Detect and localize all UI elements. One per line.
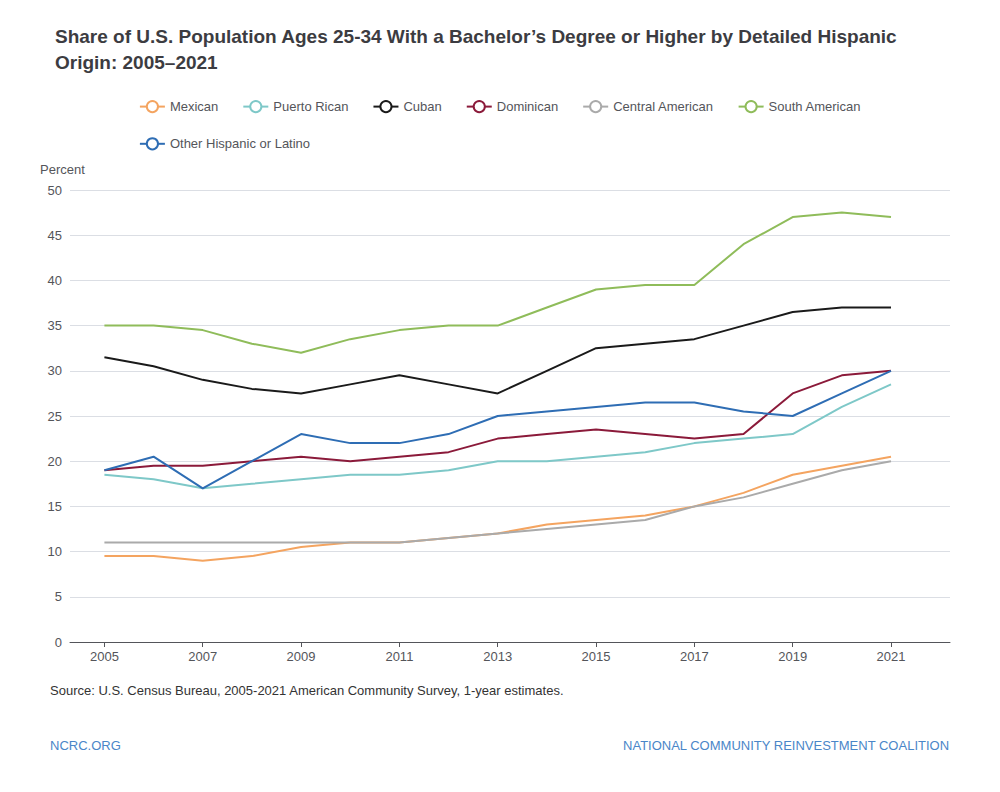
- svg-text:0: 0: [55, 635, 62, 650]
- svg-text:2009: 2009: [287, 649, 316, 664]
- svg-text:Central American: Central American: [613, 99, 713, 114]
- svg-text:40: 40: [48, 273, 62, 288]
- svg-text:South American: South American: [769, 99, 861, 114]
- svg-text:2015: 2015: [582, 649, 611, 664]
- svg-text:NATIONAL COMMUNITY REINVESTMEN: NATIONAL COMMUNITY REINVESTMENT COALITIO…: [623, 738, 949, 753]
- svg-text:Dominican: Dominican: [497, 99, 558, 114]
- svg-text:35: 35: [48, 318, 62, 333]
- svg-text:Other Hispanic or Latino: Other Hispanic or Latino: [170, 136, 310, 151]
- svg-text:20: 20: [48, 454, 62, 469]
- svg-text:2017: 2017: [680, 649, 709, 664]
- svg-text:Source: U.S. Census Bureau, 20: Source: U.S. Census Bureau, 2005-2021 Am…: [50, 683, 564, 698]
- svg-text:2007: 2007: [188, 649, 217, 664]
- svg-text:15: 15: [48, 499, 62, 514]
- svg-text:Cuban: Cuban: [403, 99, 441, 114]
- svg-text:Share of U.S. Population Ages: Share of U.S. Population Ages 25-34 With…: [55, 26, 902, 47]
- svg-text:Percent: Percent: [40, 162, 85, 177]
- svg-text:2005: 2005: [90, 649, 119, 664]
- svg-text:45: 45: [48, 228, 62, 243]
- svg-text:Origin: 2005–2021: Origin: 2005–2021: [55, 52, 218, 73]
- svg-text:25: 25: [48, 409, 62, 424]
- svg-text:2019: 2019: [778, 649, 807, 664]
- svg-text:2013: 2013: [483, 649, 512, 664]
- svg-text:NCRC.ORG: NCRC.ORG: [50, 738, 121, 753]
- svg-text:Puerto Rican: Puerto Rican: [273, 99, 348, 114]
- svg-text:10: 10: [48, 544, 62, 559]
- svg-text:2021: 2021: [877, 649, 906, 664]
- svg-text:5: 5: [55, 589, 62, 604]
- svg-text:30: 30: [48, 363, 62, 378]
- svg-text:2011: 2011: [385, 649, 413, 664]
- svg-text:Mexican: Mexican: [170, 99, 218, 114]
- svg-text:50: 50: [48, 183, 62, 198]
